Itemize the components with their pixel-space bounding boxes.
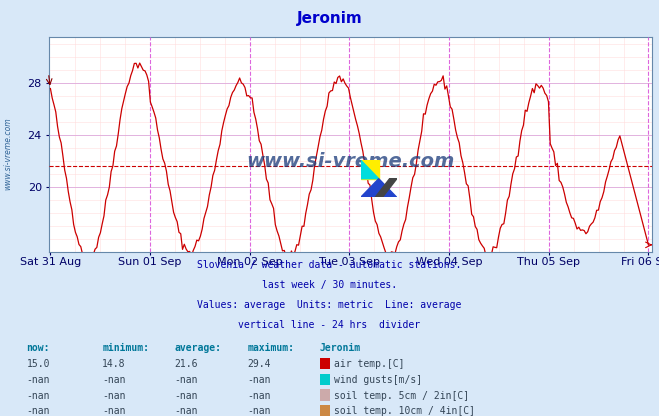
- Text: minimum:: minimum:: [102, 343, 149, 353]
- Polygon shape: [360, 179, 397, 198]
- Text: 21.6: 21.6: [175, 359, 198, 369]
- Text: -nan: -nan: [247, 391, 271, 401]
- Text: -nan: -nan: [26, 406, 50, 416]
- Text: Slovenia / weather data - automatic stations.: Slovenia / weather data - automatic stat…: [197, 260, 462, 270]
- Text: last week / 30 minutes.: last week / 30 minutes.: [262, 280, 397, 290]
- Text: -nan: -nan: [247, 406, 271, 416]
- Text: www.si-vreme.com: www.si-vreme.com: [3, 118, 13, 190]
- Text: vertical line - 24 hrs  divider: vertical line - 24 hrs divider: [239, 320, 420, 330]
- Text: -nan: -nan: [26, 375, 50, 385]
- Text: average:: average:: [175, 343, 221, 353]
- Text: www.si-vreme.com: www.si-vreme.com: [246, 152, 455, 171]
- Text: Jeronim: Jeronim: [320, 343, 360, 353]
- Text: -nan: -nan: [247, 375, 271, 385]
- Text: -nan: -nan: [102, 375, 126, 385]
- Text: -nan: -nan: [175, 391, 198, 401]
- Text: wind gusts[m/s]: wind gusts[m/s]: [334, 375, 422, 385]
- Text: Jeronim: Jeronim: [297, 11, 362, 26]
- Bar: [360, 160, 379, 179]
- Text: air temp.[C]: air temp.[C]: [334, 359, 405, 369]
- Polygon shape: [375, 179, 397, 198]
- Text: maximum:: maximum:: [247, 343, 294, 353]
- Text: -nan: -nan: [26, 391, 50, 401]
- Text: soil temp. 10cm / 4in[C]: soil temp. 10cm / 4in[C]: [334, 406, 475, 416]
- Text: Values: average  Units: metric  Line: average: Values: average Units: metric Line: aver…: [197, 300, 462, 310]
- Text: -nan: -nan: [102, 391, 126, 401]
- Text: 15.0: 15.0: [26, 359, 50, 369]
- Text: -nan: -nan: [175, 375, 198, 385]
- Text: 14.8: 14.8: [102, 359, 126, 369]
- Text: -nan: -nan: [175, 406, 198, 416]
- Text: now:: now:: [26, 343, 50, 353]
- Text: -nan: -nan: [102, 406, 126, 416]
- Text: 29.4: 29.4: [247, 359, 271, 369]
- Text: soil temp. 5cm / 2in[C]: soil temp. 5cm / 2in[C]: [334, 391, 469, 401]
- Polygon shape: [360, 160, 379, 179]
